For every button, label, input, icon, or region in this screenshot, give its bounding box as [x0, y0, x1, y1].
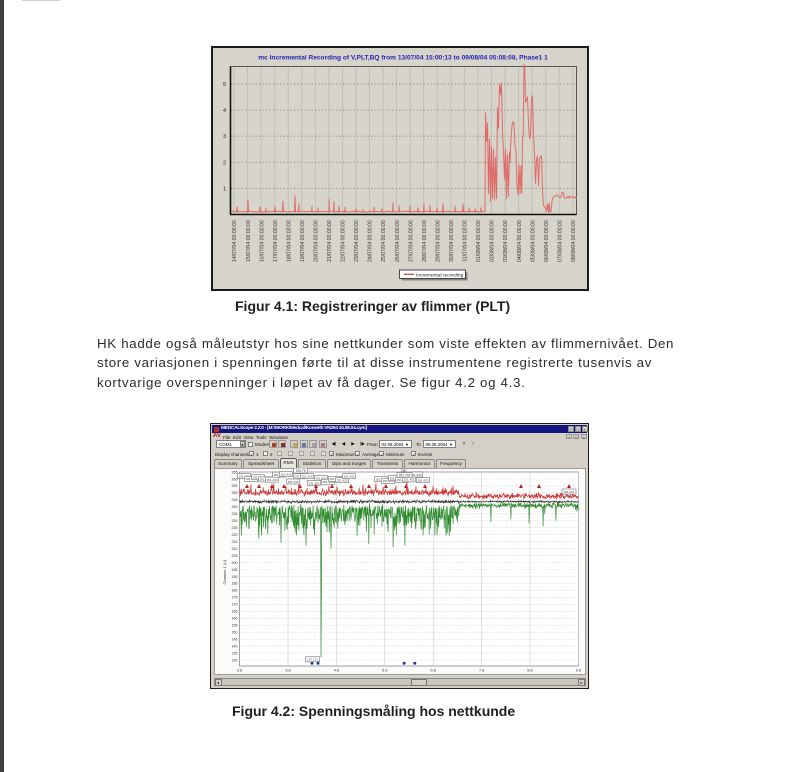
svg-text:21/07/04 00:00:00: 21/07/04 00:00:00	[327, 220, 333, 262]
svg-text:7.8: 7.8	[479, 668, 484, 672]
svg-text:240: 240	[232, 505, 238, 509]
svg-text:251.433: 251.433	[411, 472, 422, 476]
svg-text:260: 260	[401, 469, 407, 473]
svg-text:4: 4	[223, 108, 226, 114]
svg-text:160: 160	[232, 616, 238, 620]
svg-text:180: 180	[232, 588, 238, 592]
svg-text:251.433: 251.433	[246, 477, 257, 481]
svg-text:251.433: 251.433	[309, 481, 320, 485]
svg-text:210: 210	[232, 546, 238, 550]
svg-text:07/08/04 00:00:00: 07/08/04 00:00:00	[557, 220, 563, 262]
svg-text:01/08/04 00:00:00: 01/08/04 00:00:00	[476, 220, 482, 262]
svg-text:230: 230	[232, 519, 238, 523]
svg-text:251.433: 251.433	[316, 476, 327, 480]
svg-text:17/07/04 00:00:00: 17/07/04 00:00:00	[273, 220, 279, 262]
svg-text:27/07/04 00:00:00: 27/07/04 00:00:00	[408, 220, 414, 262]
svg-text:Incremental recording: Incremental recording	[416, 272, 464, 278]
svg-text:251.433: 251.433	[267, 477, 278, 481]
svg-text:15/07/04 00:00:00: 15/07/04 00:00:00	[246, 220, 252, 262]
svg-text:14/07/04 00:00:00: 14/07/04 00:00:00	[232, 220, 238, 262]
svg-text:251.433: 251.433	[390, 476, 401, 480]
svg-text:251.433: 251.433	[397, 478, 408, 482]
svg-text:28/07/04 00:00:00: 28/07/04 00:00:00	[422, 220, 428, 262]
svg-text:29/07/04 00:00:00: 29/07/04 00:00:00	[435, 220, 441, 262]
svg-text:255: 255	[232, 484, 238, 488]
svg-text:251.433: 251.433	[239, 474, 250, 478]
svg-text:31/07/04 00:00:00: 31/07/04 00:00:00	[463, 220, 469, 262]
svg-text:251.433: 251.433	[418, 478, 429, 482]
svg-text:mc Incremental Recording of V,: mc Incremental Recording of V,PLT,BQ fro…	[258, 55, 548, 62]
svg-text:145: 145	[232, 637, 238, 641]
svg-text:175: 175	[232, 595, 238, 599]
svg-text:2: 2	[223, 160, 226, 166]
svg-text:251.433: 251.433	[337, 478, 348, 482]
svg-text:05/08/04 00:00:00: 05/08/04 00:00:00	[530, 220, 536, 262]
svg-text:155: 155	[232, 623, 238, 627]
svg-text:135: 135	[232, 651, 238, 655]
svg-text:130: 130	[232, 658, 238, 662]
svg-text:6.8: 6.8	[431, 668, 436, 672]
svg-text:Channel 1 (V): Channel 1 (V)	[222, 559, 227, 584]
svg-text:170: 170	[232, 602, 238, 606]
svg-text:150: 150	[232, 630, 238, 634]
svg-text:185: 185	[232, 581, 238, 585]
svg-text:251.021: 251.021	[564, 489, 575, 493]
svg-text:23/07/04 00:00:00: 23/07/04 00:00:00	[354, 220, 360, 262]
svg-text:200: 200	[232, 560, 238, 564]
svg-text:03/08/04 00:00:00: 03/08/04 00:00:00	[503, 220, 509, 262]
svg-text:02/08/04 00:00:00: 02/08/04 00:00:00	[490, 220, 496, 262]
svg-text:190: 190	[232, 574, 238, 578]
svg-text:251.433: 251.433	[260, 477, 271, 481]
svg-text:06/08/04 00:00:00: 06/08/04 00:00:00	[544, 220, 550, 262]
svg-text:24/07/04 00:00:00: 24/07/04 00:00:00	[368, 220, 374, 262]
svg-text:3.8: 3.8	[285, 668, 290, 672]
svg-text:5.8: 5.8	[382, 668, 387, 672]
svg-text:251.433: 251.433	[288, 479, 299, 483]
svg-text:251.433: 251.433	[376, 477, 387, 481]
svg-text:3: 3	[223, 134, 226, 140]
svg-text:250: 250	[232, 491, 238, 495]
svg-text:165: 165	[232, 609, 238, 613]
svg-text:04/08/04 00:00:00: 04/08/04 00:00:00	[517, 220, 523, 262]
svg-text:30/07/04 00:00:00: 30/07/04 00:00:00	[449, 220, 455, 262]
svg-text:251.433: 251.433	[302, 474, 313, 478]
svg-text:1: 1	[223, 186, 226, 192]
svg-text:16/07/04 00:00:00: 16/07/04 00:00:00	[259, 220, 265, 262]
svg-text:220: 220	[232, 533, 238, 537]
svg-text:251.433: 251.433	[274, 472, 285, 476]
svg-text:195: 195	[232, 567, 238, 571]
svg-text:140: 140	[232, 644, 238, 648]
svg-text:4.8: 4.8	[334, 668, 339, 672]
svg-text:251.433: 251.433	[323, 480, 334, 484]
svg-text:251.433: 251.433	[383, 479, 394, 483]
svg-text:251.433: 251.433	[295, 474, 306, 478]
svg-text:205: 205	[232, 553, 238, 557]
svg-text:26/07/04 00:00:00: 26/07/04 00:00:00	[395, 220, 401, 262]
svg-text:251.433: 251.433	[253, 475, 264, 479]
svg-text:25/07/04 00:00:00: 25/07/04 00:00:00	[381, 220, 387, 262]
svg-text:2.8: 2.8	[237, 668, 242, 672]
svg-text:20/07/04 00:00:00: 20/07/04 00:00:00	[314, 220, 320, 262]
svg-text:137.131: 137.131	[307, 657, 318, 661]
svg-text:08/08/04 00:00:00: 08/08/04 00:00:00	[571, 220, 577, 262]
svg-text:8.8: 8.8	[527, 668, 532, 672]
svg-text:194.75: 194.75	[296, 468, 306, 472]
svg-text:251.433: 251.433	[344, 474, 355, 478]
svg-text:265: 265	[232, 470, 238, 474]
svg-text:215: 215	[232, 539, 238, 543]
svg-text:235: 235	[232, 512, 238, 516]
svg-text:19/07/04 00:00:00: 19/07/04 00:00:00	[300, 220, 306, 262]
svg-text:225: 225	[232, 526, 238, 530]
svg-text:18/07/04 00:00:00: 18/07/04 00:00:00	[286, 220, 292, 262]
svg-text:9.8: 9.8	[576, 668, 581, 672]
svg-text:261.233: 261.233	[399, 473, 411, 477]
svg-text:22/07/04 00:00:00: 22/07/04 00:00:00	[341, 220, 347, 262]
svg-text:5: 5	[223, 82, 226, 88]
svg-text:260: 260	[232, 477, 238, 481]
svg-text:245: 245	[232, 498, 238, 502]
svg-text:251.433: 251.433	[281, 472, 292, 476]
svg-text:251.433: 251.433	[330, 477, 341, 481]
svg-text:251.433: 251.433	[404, 477, 415, 481]
